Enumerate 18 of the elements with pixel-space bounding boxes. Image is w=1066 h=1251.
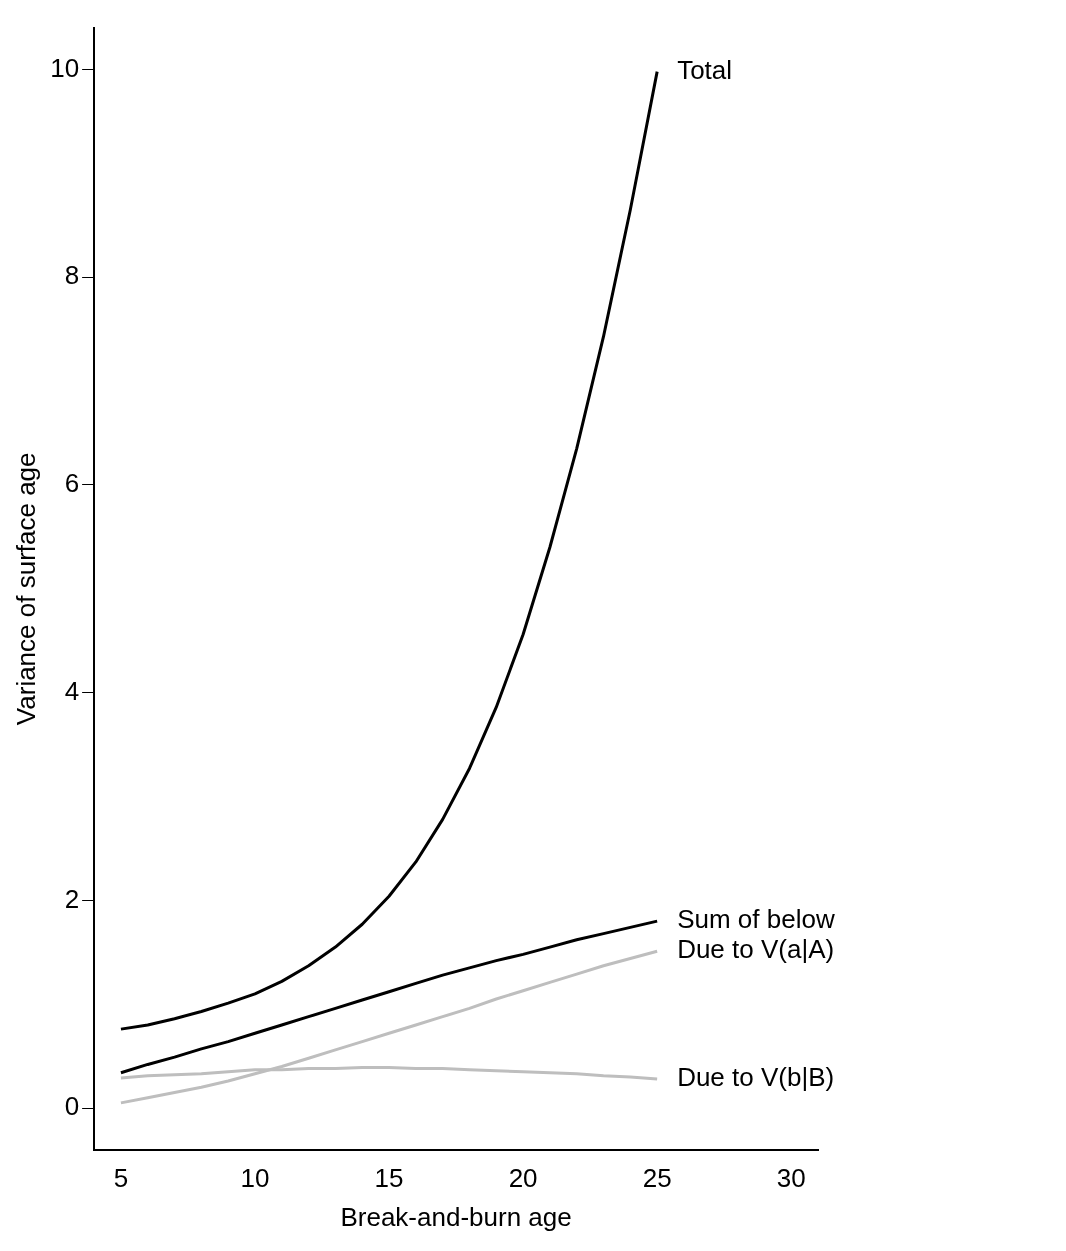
y-tick-label: 10 — [50, 52, 80, 83]
y-axis-title: Variance of surface age — [10, 452, 41, 726]
y-tick-label: 4 — [64, 675, 80, 706]
x-tick-label: 10 — [240, 1163, 270, 1194]
x-tick-label: 30 — [776, 1163, 806, 1194]
x-tick-label: 15 — [374, 1163, 404, 1194]
series-label: Due to V(a|A) — [677, 934, 835, 965]
series-label: Sum of below — [677, 904, 835, 935]
y-tick-label: 2 — [64, 883, 80, 914]
x-tick-label: 20 — [508, 1163, 538, 1194]
y-tick-label: 8 — [64, 260, 80, 291]
x-axis-title: Break-and-burn age — [340, 1201, 572, 1232]
series-label: Total — [677, 54, 733, 85]
y-tick-label: 6 — [64, 468, 80, 499]
y-tick-label: 0 — [64, 1091, 80, 1122]
x-tick-label: 5 — [113, 1163, 129, 1194]
x-tick-label: 25 — [642, 1163, 672, 1194]
series-label: Due to V(b|B) — [677, 1062, 835, 1093]
